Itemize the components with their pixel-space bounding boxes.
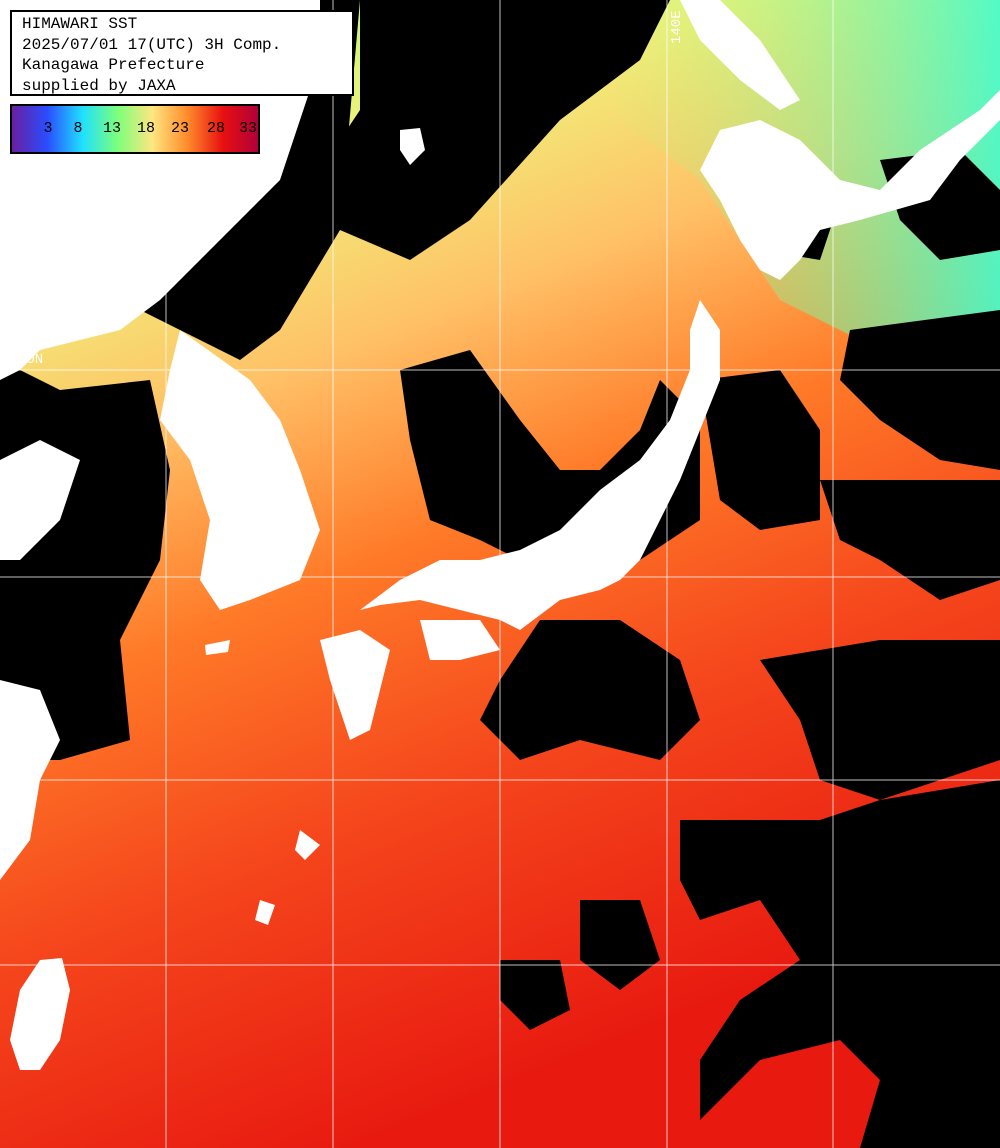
legend-tick-18: 18 [136, 120, 156, 137]
lat-label-30n: 30N [18, 760, 44, 776]
legend-tick-28: 28 [206, 120, 226, 137]
temperature-legend: 3 8 13 18 23 28 33 [10, 104, 260, 154]
observation-time: 2025/07/01 17(UTC) 3H Comp. [22, 35, 282, 54]
legend-tick-13: 13 [102, 120, 122, 137]
lon-label-140e: 140E [669, 10, 685, 44]
legend-tick-labels: 3 8 13 18 23 28 33 [12, 106, 258, 152]
legend-color-bar [12, 106, 258, 152]
region-name: Kanagawa Prefecture [22, 56, 205, 74]
legend-tick-8: 8 [73, 120, 83, 137]
lat-label-40n: 40N [18, 352, 44, 368]
legend-tick-23: 23 [170, 120, 190, 137]
product-title: HIMAWARI SST [22, 15, 138, 33]
map-info-box: HIMAWARI SST 2025/07/01 17(UTC) 3H Comp.… [10, 10, 354, 96]
legend-tick-33: 33 [238, 120, 258, 137]
legend-tick-3: 3 [43, 120, 53, 137]
data-credit: supplied by JAXA [22, 76, 176, 95]
